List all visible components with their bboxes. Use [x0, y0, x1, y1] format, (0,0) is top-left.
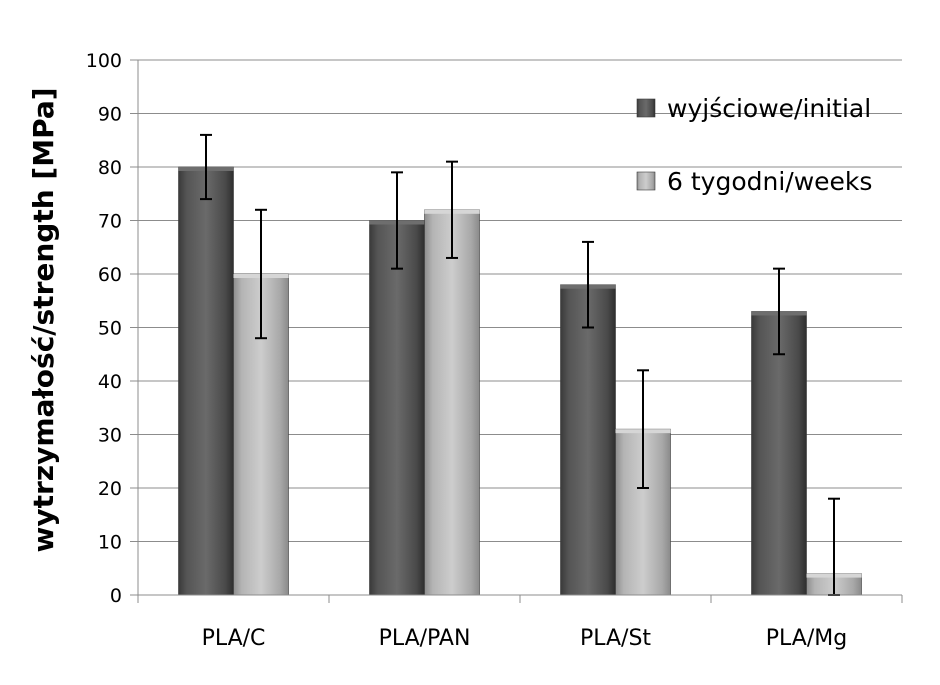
y-tick-label: 20 — [98, 478, 122, 500]
bars — [178, 166, 862, 596]
y-tick-label: 0 — [110, 585, 122, 607]
legend: wyjściowe/initial 6 tygodni/weeks — [636, 94, 872, 196]
error-bars — [200, 133, 840, 596]
bar-initial — [178, 166, 234, 596]
legend-swatch — [636, 171, 656, 191]
bar-initial — [560, 284, 616, 596]
category-label: PLA/Mg — [766, 626, 847, 651]
y-tick-label: 80 — [98, 157, 122, 179]
y-axis-tick-labels: 0 10 20 30 40 50 60 70 80 90 100 — [86, 50, 122, 607]
y-axis-title: wytrzymałość/strength [MPa] — [27, 87, 60, 552]
y-tick-label: 100 — [86, 50, 122, 72]
legend-label: 6 tygodni/weeks — [667, 167, 872, 196]
bar-six-weeks — [424, 209, 480, 596]
y-tick-label: 50 — [98, 318, 122, 340]
legend-label: wyjściowe/initial — [667, 94, 871, 123]
bar-initial — [751, 311, 807, 596]
y-tick-label: 40 — [98, 371, 122, 393]
y-tick-label: 60 — [98, 264, 122, 286]
y-tick-label: 30 — [98, 425, 122, 447]
y-tick-label: 90 — [98, 104, 122, 126]
category-label: PLA/St — [580, 626, 651, 651]
y-tick-label: 10 — [98, 532, 122, 554]
y-tick-label: 70 — [98, 211, 122, 233]
axes — [130, 59, 903, 603]
bar-initial — [369, 220, 425, 596]
legend-swatch — [636, 98, 656, 118]
category-label: PLA/PAN — [379, 626, 471, 651]
x-axis-category-labels: PLA/C PLA/PAN PLA/St PLA/Mg — [202, 626, 848, 651]
category-label: PLA/C — [202, 626, 266, 651]
